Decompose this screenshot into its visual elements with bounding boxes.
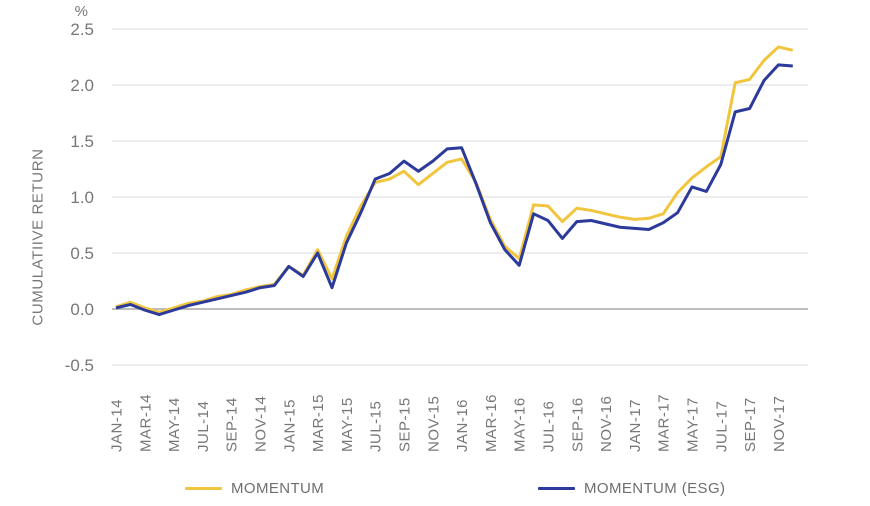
x-tick-label: MAY-16: [512, 397, 529, 452]
y-tick-label: -0.5: [65, 356, 94, 375]
x-tick-label: JUL-17: [713, 401, 730, 452]
x-tick-label: MAR-16: [483, 394, 500, 452]
x-tick-label: SEP-17: [742, 397, 759, 452]
x-tick-label: NOV-16: [598, 396, 615, 452]
x-tick-label: NOV-17: [771, 396, 788, 452]
x-tick-label: JAN-17: [627, 399, 644, 452]
x-tick-label: SEP-15: [397, 397, 414, 452]
x-tick-label: JAN-14: [109, 399, 126, 452]
x-tick-label: NOV-15: [425, 396, 442, 452]
legend-item-momentum: MOMENTUM: [185, 479, 324, 497]
series-line-momentum-esg: [115, 63, 793, 317]
x-tick-label: MAR-17: [656, 394, 673, 452]
x-tick-label: JUL-15: [368, 401, 385, 452]
x-tick-label: MAR-14: [137, 394, 154, 452]
y-tick-label: 1.0: [70, 188, 94, 207]
x-tick-label: MAY-17: [685, 397, 702, 452]
legend-swatch-momentum-esg: [538, 486, 575, 490]
x-tick-label: JUL-14: [195, 401, 212, 452]
x-tick-label: NOV-14: [253, 396, 270, 452]
legend-swatch-momentum: [185, 486, 222, 490]
y-tick-label: 2.5: [70, 20, 94, 39]
series-line-momentum: [115, 45, 794, 314]
legend-item-momentum-esg: MOMENTUM (ESG): [538, 479, 725, 497]
y-tick-label: 2.0: [70, 76, 94, 95]
x-tick-label: JUL-16: [541, 401, 558, 452]
x-tick-label: MAY-15: [339, 397, 356, 452]
x-tick-label: JAN-16: [454, 399, 471, 452]
y-tick-label: 0.0: [70, 300, 94, 319]
legend-label-momentum-esg: MOMENTUM (ESG): [584, 479, 726, 497]
legend-label-momentum: MOMENTUM: [231, 479, 325, 497]
chart-legend: MOMENTUM MOMENTUM (ESG): [0, 479, 870, 499]
y-tick-label: 1.5: [70, 132, 94, 151]
x-tick-label: MAY-14: [166, 397, 183, 452]
x-tick-label: MAR-15: [310, 394, 327, 452]
plot-area: 2.5 2.0 1.5 1.0 0.5 0.0 -0.5 JAN-14 MAR-14 MAY-14…: [65, 20, 808, 452]
y-tick-label: 0.5: [70, 244, 94, 263]
x-tick-label: JAN-15: [281, 399, 298, 452]
y-axis-unit-label: %: [74, 3, 88, 20]
x-tick-label: SEP-14: [224, 397, 241, 452]
x-tick-label: SEP-16: [569, 397, 586, 452]
